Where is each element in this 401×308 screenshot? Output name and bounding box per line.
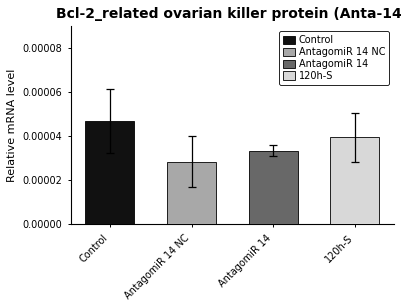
Bar xyxy=(85,121,134,225)
Y-axis label: Relative mRNA level: Relative mRNA level xyxy=(7,69,17,182)
Bar xyxy=(330,137,379,225)
Bar xyxy=(167,162,216,225)
Legend: Control, AntagomiR 14 NC, AntagomiR 14, 120h-S: Control, AntagomiR 14 NC, AntagomiR 14, … xyxy=(279,31,389,85)
Bar xyxy=(249,151,298,225)
Title: Bcl-2_related ovarian killer protein (Anta-14): Bcl-2_related ovarian killer protein (An… xyxy=(56,7,401,21)
